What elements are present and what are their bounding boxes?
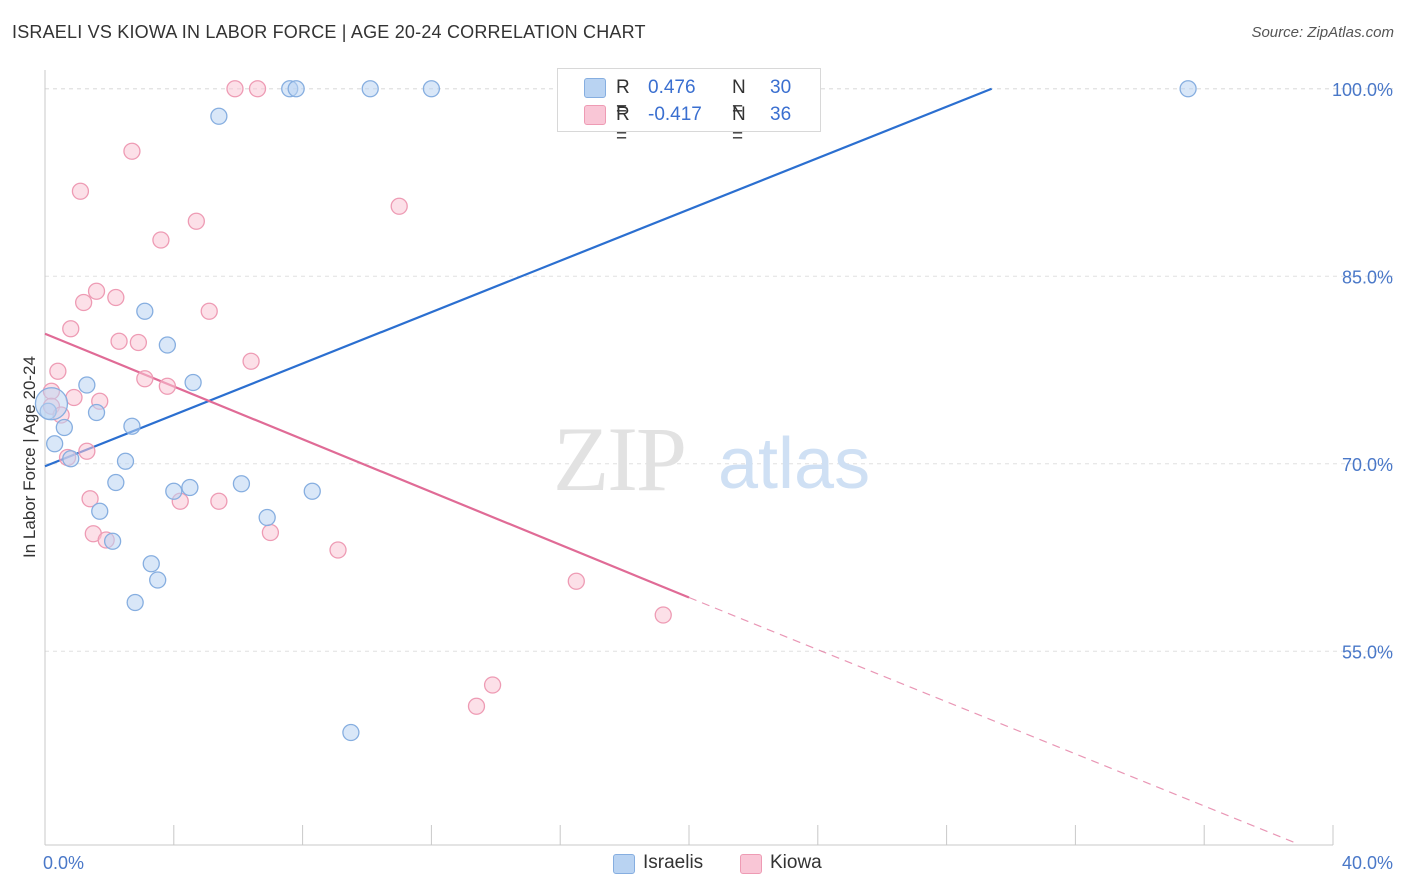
legend-n-value-israelis: 30 <box>770 77 792 98</box>
israelis-point-13 <box>142 555 160 573</box>
israelis-point-1 <box>46 435 64 453</box>
y-tick-labels: 55.0% 70.0% 85.0% 100.0% <box>1332 80 1393 663</box>
watermark-atlas: atlas <box>718 424 870 504</box>
israelis-point-2 <box>55 418 73 437</box>
israelis-point-16 <box>165 482 183 500</box>
kiowa-point-20 <box>152 231 170 249</box>
kiowa-point-17 <box>123 142 141 160</box>
kiowa-point-32 <box>467 697 486 715</box>
israelis-point-7 <box>103 532 122 550</box>
kiowa-point-33 <box>483 676 502 694</box>
kiowa-point-27 <box>242 352 260 370</box>
kiowa-point-7 <box>71 182 90 200</box>
israelis-point-20 <box>232 475 251 493</box>
kiowa-swatch <box>584 105 606 125</box>
kiowa-point-26 <box>226 80 244 98</box>
legend-r-label: R = <box>616 77 630 120</box>
chart-source: Source: ZipAtlas.com <box>1251 24 1394 41</box>
kiowa-point-10 <box>81 490 99 508</box>
kiowa-point-30 <box>329 541 347 559</box>
watermark-zip: ZIP <box>553 408 685 510</box>
kiowa-point-12 <box>87 282 106 300</box>
israelis-point-4 <box>78 376 96 394</box>
israelis-point-26 <box>361 80 379 98</box>
x-tick-label-1: 40.0% <box>1342 853 1393 873</box>
kiowa-point-5 <box>62 320 80 338</box>
legend-n-label: N = <box>732 104 746 147</box>
kiowa-point-28 <box>248 80 267 98</box>
israelis-point-5 <box>87 403 106 422</box>
kiowa-point-8 <box>74 293 93 312</box>
israelis-point-29 <box>34 387 69 421</box>
axes <box>44 70 1334 846</box>
israelis-point-18 <box>184 373 202 392</box>
kiowa-point-31 <box>390 197 408 215</box>
israelis-point-8 <box>107 473 125 492</box>
kiowa-point-25 <box>210 492 228 510</box>
israelis-point-10 <box>123 417 141 435</box>
correlation-legend: R = 0.476 N = 30 R = -0.417 N = 36 <box>557 68 821 147</box>
israelis-legend-swatch <box>613 854 635 874</box>
israelis-point-3 <box>62 450 80 468</box>
y-tick-label-0: 55.0% <box>1342 642 1393 662</box>
israelis-point-27 <box>422 80 441 98</box>
kiowa-point-23 <box>187 212 205 230</box>
israelis-point-12 <box>136 302 154 320</box>
kiowa-point-21 <box>158 377 177 395</box>
kiowa-point-24 <box>200 302 218 320</box>
israelis-point-14 <box>149 571 167 589</box>
legend-r-value-israelis: 0.476 <box>648 77 696 98</box>
kiowa-point-35 <box>654 606 672 624</box>
israelis-point-25 <box>342 723 360 742</box>
legend-n-label: N = <box>732 77 746 120</box>
gridlines <box>45 88 1393 652</box>
y-tick-label-1: 70.0% <box>1342 455 1393 475</box>
kiowa-point-18 <box>129 333 148 352</box>
israelis-point-9 <box>116 452 135 470</box>
chart-title: ISRAELI VS KIOWA IN LABOR FORCE | AGE 20… <box>12 22 646 42</box>
israelis-point-28 <box>1179 80 1197 98</box>
israelis-legend-label: Israelis <box>643 852 704 873</box>
legend-r-label: R = <box>616 104 630 147</box>
kiowa-point-29 <box>261 523 280 542</box>
kiowa-point-34 <box>567 572 585 590</box>
legend-n-value-kiowa: 36 <box>770 104 792 125</box>
israelis-point-23 <box>287 80 305 98</box>
x-tick-labels: 0.0% 40.0% <box>43 853 1393 873</box>
israelis-point-21 <box>258 508 276 527</box>
data-points <box>34 80 1197 742</box>
kiowa-point-15 <box>107 288 125 307</box>
kiowa-point-2 <box>49 362 67 380</box>
kiowa-legend-swatch <box>740 854 762 874</box>
israelis-point-15 <box>158 336 177 354</box>
kiowa-point-19 <box>136 370 154 388</box>
israelis-point-24 <box>303 482 321 500</box>
kiowa-legend-label: Kiowa <box>770 852 822 873</box>
israelis-point-17 <box>181 478 199 497</box>
kiowa-point-9 <box>78 442 96 460</box>
israelis-point-6 <box>91 502 109 520</box>
kiowa-point-16 <box>110 332 128 350</box>
y-tick-label-2: 85.0% <box>1342 267 1393 287</box>
legend-r-value-kiowa: -0.417 <box>648 104 702 125</box>
x-tick-label-0: 0.0% <box>43 853 84 873</box>
israelis-point-19 <box>210 107 228 125</box>
israelis-swatch <box>584 78 606 98</box>
y-tick-label-3: 100.0% <box>1332 80 1393 100</box>
israelis-point-11 <box>126 593 144 612</box>
israelis-trend-line <box>44 87 993 468</box>
watermark: ZIP atlas <box>553 408 870 510</box>
kiowa-point-6 <box>65 388 83 407</box>
kiowa-trend-extension <box>688 596 1295 844</box>
